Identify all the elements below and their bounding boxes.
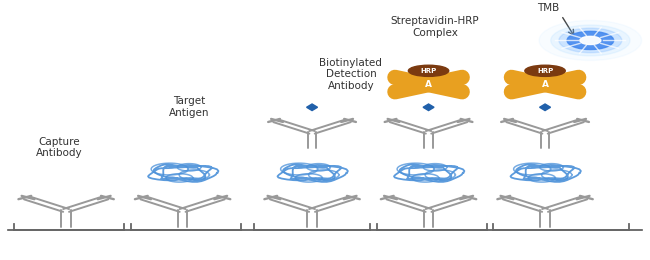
- Polygon shape: [540, 104, 551, 110]
- Text: Capture
Antibody: Capture Antibody: [36, 137, 83, 158]
- Circle shape: [580, 36, 601, 44]
- Text: Streptavidin-HRP
Complex: Streptavidin-HRP Complex: [391, 16, 479, 38]
- Text: A: A: [541, 80, 549, 89]
- Ellipse shape: [408, 65, 448, 76]
- Text: HRP: HRP: [421, 68, 437, 74]
- Polygon shape: [307, 104, 317, 110]
- Text: Biotinylated
Detection
Antibody: Biotinylated Detection Antibody: [319, 58, 382, 91]
- Circle shape: [567, 31, 614, 49]
- Circle shape: [551, 25, 630, 56]
- Text: HRP: HRP: [537, 68, 553, 74]
- Text: A: A: [425, 80, 432, 89]
- Polygon shape: [423, 104, 434, 110]
- Circle shape: [539, 21, 642, 60]
- Circle shape: [559, 28, 622, 53]
- Text: Target
Antigen: Target Antigen: [169, 96, 209, 118]
- Text: TMB: TMB: [537, 3, 560, 13]
- Ellipse shape: [525, 65, 566, 76]
